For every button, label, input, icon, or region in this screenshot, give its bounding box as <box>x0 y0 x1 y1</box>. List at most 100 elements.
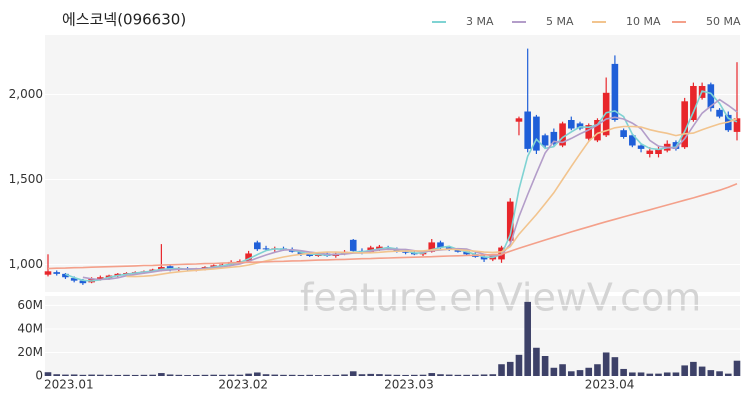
candle-body <box>585 125 593 139</box>
volume-bar <box>602 352 610 376</box>
candle-body <box>594 120 601 141</box>
volume-bar <box>524 301 531 376</box>
x-tick-label: 2023.01 <box>44 378 94 392</box>
volume-bar <box>716 371 723 376</box>
y-tick-label: 1,500 <box>9 172 43 186</box>
ma-line <box>47 183 738 270</box>
volume-bar <box>367 373 374 376</box>
candle-body <box>515 118 523 122</box>
volume-bar <box>105 374 113 376</box>
volume-bar <box>262 374 270 376</box>
legend-label: 3 MA <box>466 15 494 28</box>
volume-bar <box>419 374 427 376</box>
volume-bar <box>44 372 52 376</box>
volume-bar <box>166 374 174 376</box>
candle-body <box>646 150 654 154</box>
candle-body <box>681 101 688 148</box>
candle-body <box>166 266 174 270</box>
volume-bar <box>541 356 549 376</box>
candle-body <box>533 116 540 151</box>
candle-body <box>716 109 723 117</box>
x-tick-label: 2023.03 <box>384 378 434 392</box>
volume-bar <box>349 371 357 376</box>
candle-body <box>97 277 104 279</box>
volume-bar <box>297 374 305 376</box>
legend-label: 50 MA <box>706 15 741 28</box>
volume-bar <box>236 374 244 376</box>
volume-bar <box>306 374 313 376</box>
volume-bar <box>70 374 78 376</box>
volume-bar <box>184 375 191 376</box>
volume-bar <box>437 374 444 376</box>
candle-body <box>44 271 52 275</box>
candle-body <box>262 248 270 250</box>
volume-bar <box>724 373 732 376</box>
candle-body <box>402 251 409 253</box>
volume-bar <box>672 372 680 376</box>
candle-body <box>690 86 697 120</box>
volume-bar <box>690 361 697 376</box>
volume-bar <box>611 357 619 376</box>
candle-body <box>53 272 61 274</box>
volume-panel <box>45 296 740 376</box>
volume-bar <box>79 374 87 376</box>
volume-tick-label: 20M <box>17 345 43 359</box>
candle-body <box>254 242 261 250</box>
volume-bar <box>245 373 252 376</box>
candle-body <box>114 273 122 276</box>
volume-bar <box>506 361 514 376</box>
candle-body <box>428 242 436 252</box>
legend-label: 5 MA <box>546 15 574 28</box>
volume-bar <box>698 366 706 376</box>
candle-body <box>210 265 218 268</box>
candle-body <box>463 251 470 255</box>
candle-body <box>349 239 357 251</box>
volume-bar <box>97 374 104 376</box>
volume-bar <box>158 373 165 376</box>
candle-body <box>506 201 514 241</box>
volume-bar <box>454 374 462 376</box>
volume-bar <box>620 368 627 376</box>
volume-bar <box>376 374 383 376</box>
volume-bar <box>594 364 601 376</box>
volume-bar <box>515 354 523 376</box>
ma-line <box>126 118 738 278</box>
volume-bar <box>358 374 366 376</box>
volume-bar <box>219 374 226 376</box>
volume-bar <box>655 373 662 376</box>
chart-title: 에스코넥(096630) <box>62 11 186 29</box>
volume-bar <box>210 374 218 376</box>
volume-bar <box>559 364 566 376</box>
volume-bar <box>323 374 331 376</box>
candle-body <box>79 280 87 284</box>
volume-bar <box>428 373 436 376</box>
volume-tick-label: 60M <box>17 298 43 312</box>
volume-bar <box>550 367 558 376</box>
y-tick-label: 1,000 <box>9 257 43 271</box>
candle-body <box>637 145 645 149</box>
volume-bar <box>280 374 287 376</box>
volume-bar <box>663 372 671 376</box>
volume-bar <box>288 374 296 376</box>
volume-bar <box>227 374 235 376</box>
volume-bar <box>62 374 69 376</box>
candle-body <box>707 84 715 109</box>
candle-body <box>437 242 444 248</box>
candle-body <box>541 135 549 146</box>
volume-tick-label: 40M <box>17 321 43 335</box>
legend-label: 10 MA <box>626 15 661 28</box>
candle-body <box>559 123 566 146</box>
volume-bar <box>88 374 95 376</box>
volume-bar <box>175 374 183 376</box>
volume-bar <box>123 374 130 376</box>
volume-bar <box>131 374 139 376</box>
x-tick-label: 2023.02 <box>218 378 268 392</box>
volume-bar <box>384 374 392 376</box>
volume-bar <box>681 365 688 376</box>
candle-body <box>611 63 619 120</box>
volume-bar <box>498 364 505 376</box>
volume-bar <box>114 374 122 376</box>
volume-bar <box>315 375 322 376</box>
volume-bar <box>489 374 497 376</box>
